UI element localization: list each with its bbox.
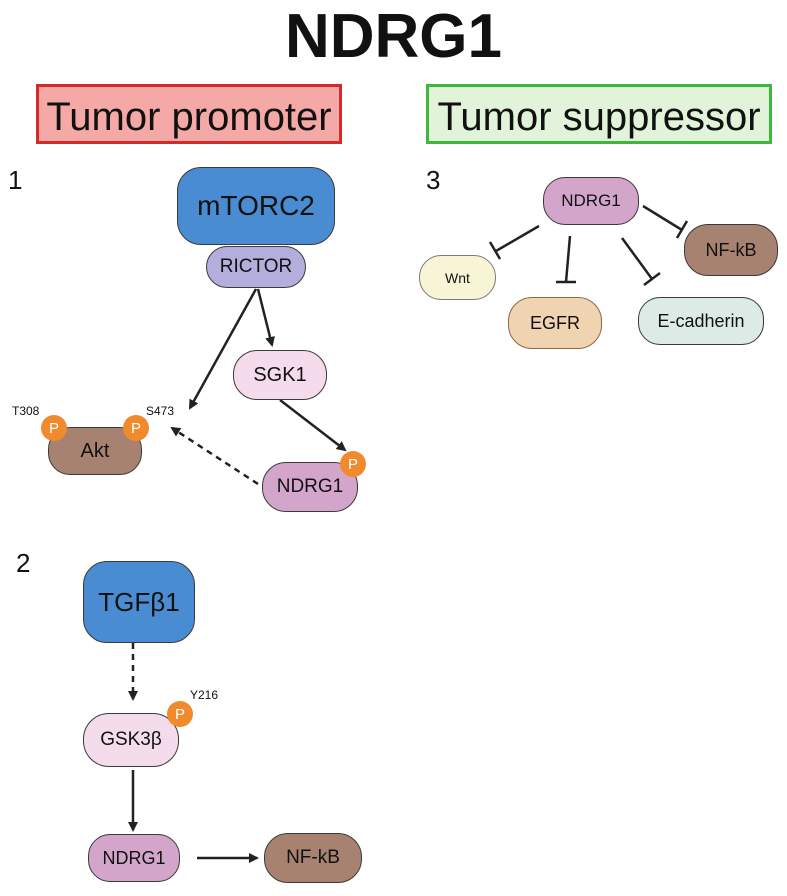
panel-number-2: 2 <box>16 548 31 578</box>
site-label-y216: Y216 <box>190 688 219 702</box>
inhibition-ndrg1-egfr <box>556 235 576 284</box>
rictor-node: RICTOR <box>206 246 306 288</box>
egfr-node: EGFR <box>508 297 602 349</box>
phospho-badge-s473: P <box>123 415 149 441</box>
tgfb1-node: TGFβ1 <box>83 561 195 643</box>
arrow-sgk1-to-ndrg1 <box>279 399 347 452</box>
wnt-node: Wnt <box>419 255 496 300</box>
ndrg1-node-panel2: NDRG1 <box>88 834 180 882</box>
ndrg1-node-panel3: NDRG1 <box>543 177 639 225</box>
phospho-badge-y216: P <box>167 701 193 727</box>
dashed-arrow-ndrg1-to-akt <box>170 426 259 486</box>
arrow-rictor-to-sgk1 <box>256 288 275 347</box>
phospho-badge-ndrg1: P <box>340 451 366 477</box>
site-label-t308: T308 <box>12 404 40 418</box>
phospho-badge-t308: P <box>41 415 67 441</box>
inhibition-ndrg1-wnt <box>488 224 540 260</box>
arrow-rictor-to-akt <box>188 288 258 410</box>
tumor-suppressor-header: Tumor suppressor <box>426 84 772 144</box>
mtorc2-node: mTORC2 <box>177 167 335 245</box>
nfkb-node-panel2: NF-kB <box>264 833 362 883</box>
panel-number-3: 3 <box>426 165 441 195</box>
tumor-promoter-header: Tumor promoter <box>36 84 342 144</box>
inhibition-ndrg1-nfkb <box>642 204 689 239</box>
panel-number-1: 1 <box>8 165 23 195</box>
diagram-title: NDRG1 <box>284 2 503 71</box>
akt-label: Akt <box>80 439 110 462</box>
ecadherin-node: E-cadherin <box>638 297 764 345</box>
sgk1-node: SGK1 <box>233 350 327 400</box>
gsk3b-node: GSK3β <box>83 713 179 767</box>
site-label-s473: S473 <box>146 404 175 418</box>
inhibition-ndrg1-ecadherin <box>620 237 661 286</box>
nfkb-node-panel3: NF-kB <box>684 224 778 276</box>
